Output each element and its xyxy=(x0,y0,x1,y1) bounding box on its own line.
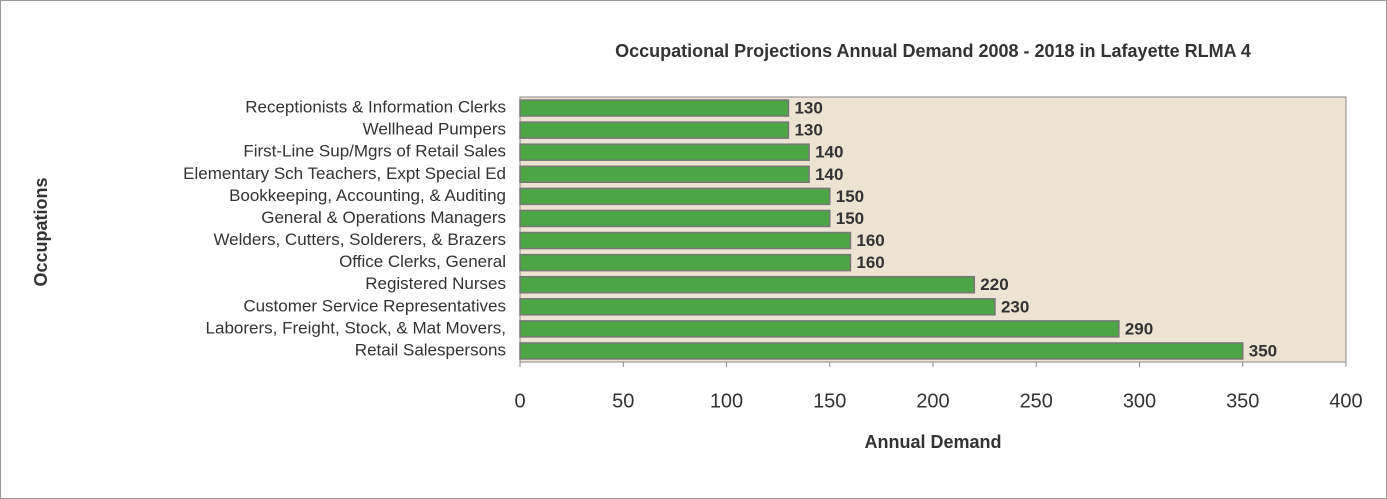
data-label: 150 xyxy=(836,187,864,206)
y-tick-label: Bookkeeping, Accounting, & Auditing xyxy=(229,186,506,205)
y-tick-label: Receptionists & Information Clerks xyxy=(245,98,506,117)
data-label: 350 xyxy=(1249,341,1277,360)
bar xyxy=(519,342,1244,360)
y-tick-label: General & Operations Managers xyxy=(261,208,506,227)
y-tick-label: Customer Service Representatives xyxy=(243,296,506,315)
data-label: 150 xyxy=(836,209,864,228)
bar xyxy=(519,298,996,316)
x-axis-title: Annual Demand xyxy=(864,432,1001,452)
y-tick-label: Retail Salespersons xyxy=(355,340,506,359)
x-tick-label: 0 xyxy=(514,390,525,412)
bar xyxy=(519,320,1120,338)
x-tick-label: 250 xyxy=(1020,390,1053,412)
x-tick-label: 350 xyxy=(1226,390,1259,412)
x-tick-label: 400 xyxy=(1329,390,1362,412)
x-tick-label: 100 xyxy=(710,390,743,412)
bar xyxy=(519,187,831,206)
plot-area xyxy=(519,96,1347,363)
data-label: 160 xyxy=(856,231,884,250)
bar xyxy=(519,209,831,228)
y-tick-label: Office Clerks, General xyxy=(339,252,506,271)
data-label: 230 xyxy=(1001,297,1029,316)
bar xyxy=(519,121,790,139)
y-tick-label: Elementary Sch Teachers, Expt Special Ed xyxy=(183,164,506,183)
data-label: 160 xyxy=(856,253,884,272)
data-label: 220 xyxy=(980,275,1008,294)
data-label: 290 xyxy=(1125,319,1153,338)
bar xyxy=(519,143,810,161)
x-tick-label: 300 xyxy=(1123,390,1156,412)
x-tick-label: 50 xyxy=(612,390,634,412)
data-label: 140 xyxy=(815,143,843,162)
x-tick-label: 200 xyxy=(916,390,949,412)
y-tick-label: Laborers, Freight, Stock, & Mat Movers, xyxy=(206,318,506,337)
data-label: 140 xyxy=(815,165,843,184)
x-tick-label: 150 xyxy=(813,390,846,412)
bar xyxy=(519,275,976,294)
y-axis-title: Occupations xyxy=(31,177,51,286)
bar xyxy=(519,99,790,117)
data-label: 130 xyxy=(794,99,822,118)
data-label: 130 xyxy=(794,121,822,140)
bar xyxy=(519,253,852,272)
bar xyxy=(519,231,852,250)
y-tick-label: Wellhead Pumpers xyxy=(363,120,506,139)
y-tick-label: Welders, Cutters, Solderers, & Brazers xyxy=(213,230,506,249)
bar xyxy=(519,165,810,184)
y-tick-label: First-Line Sup/Mgrs of Retail Sales xyxy=(243,142,506,161)
chart-title: Occupational Projections Annual Demand 2… xyxy=(615,41,1251,61)
y-tick-label: Registered Nurses xyxy=(365,274,506,293)
